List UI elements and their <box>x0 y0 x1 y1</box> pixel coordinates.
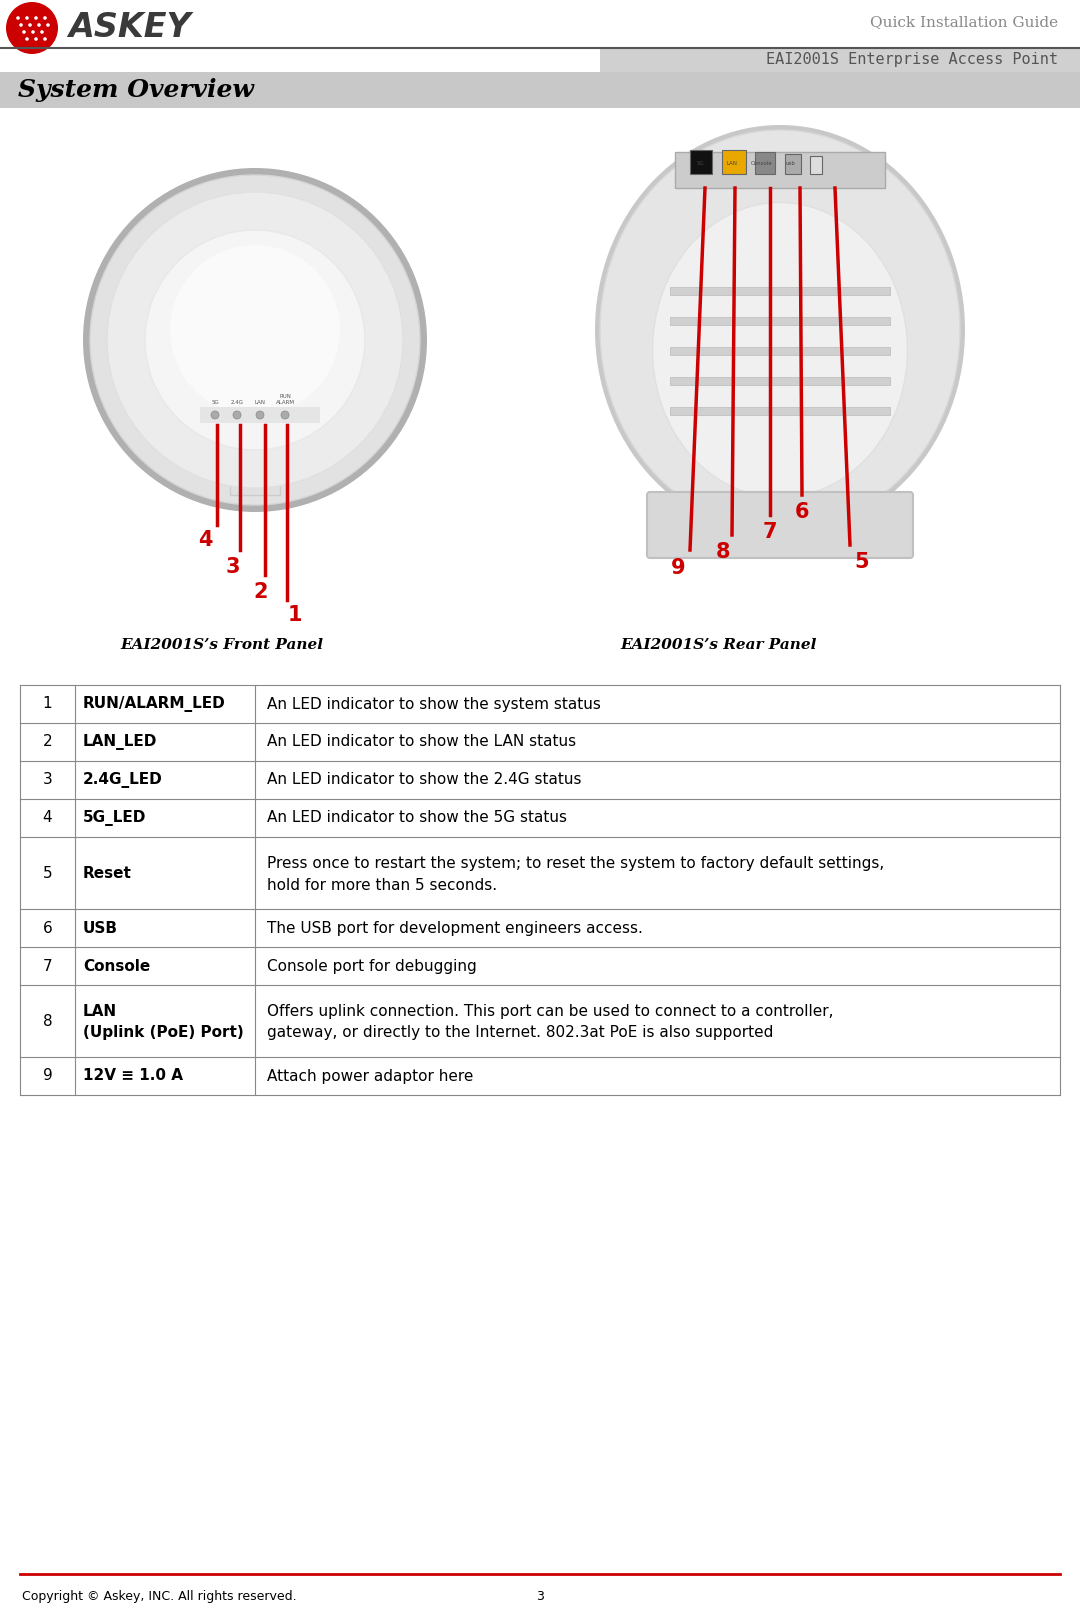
Text: Offers uplink connection. This port can be used to connect to a controller,: Offers uplink connection. This port can … <box>267 1004 834 1018</box>
Text: 7: 7 <box>43 958 52 973</box>
Circle shape <box>83 168 427 512</box>
Bar <box>670 346 890 355</box>
Text: Console port for debugging: Console port for debugging <box>267 958 476 973</box>
Text: 5G: 5G <box>211 400 219 405</box>
Bar <box>810 155 822 173</box>
Text: usb: usb <box>785 160 795 167</box>
Text: The USB port for development engineers access.: The USB port for development engineers a… <box>267 921 643 936</box>
Text: 5: 5 <box>43 866 52 881</box>
Text: 6: 6 <box>795 502 809 521</box>
Circle shape <box>35 37 38 40</box>
Bar <box>785 154 801 173</box>
Text: hold for more than 5 seconds.: hold for more than 5 seconds. <box>267 877 497 892</box>
Text: 12V ≡ 1.0 A: 12V ≡ 1.0 A <box>83 1069 183 1083</box>
Bar <box>670 377 890 385</box>
Circle shape <box>23 31 26 34</box>
Circle shape <box>25 37 29 40</box>
Text: 2.4G: 2.4G <box>230 400 243 405</box>
Text: LAN: LAN <box>727 160 738 167</box>
Circle shape <box>19 23 23 28</box>
Text: LAN: LAN <box>255 400 266 405</box>
Bar <box>670 287 890 295</box>
Text: 3: 3 <box>536 1590 544 1603</box>
Text: Attach power adaptor here: Attach power adaptor here <box>267 1069 473 1083</box>
Bar <box>600 49 1080 71</box>
Circle shape <box>31 31 35 34</box>
Text: System Overview: System Overview <box>18 78 254 102</box>
Circle shape <box>37 23 41 28</box>
Circle shape <box>211 411 219 419</box>
Text: EAI2001S Enterprise Access Point: EAI2001S Enterprise Access Point <box>766 52 1058 68</box>
FancyBboxPatch shape <box>647 492 913 559</box>
Text: EAI2001S’s Rear Panel: EAI2001S’s Rear Panel <box>620 638 816 652</box>
Circle shape <box>233 411 241 419</box>
Text: 7: 7 <box>762 521 778 542</box>
Text: An LED indicator to show the 5G status: An LED indicator to show the 5G status <box>267 811 567 826</box>
Text: 6: 6 <box>42 921 52 936</box>
Text: EAI2001S’s Front Panel: EAI2001S’s Front Panel <box>120 638 323 652</box>
Text: RUN
ALARM: RUN ALARM <box>275 393 295 405</box>
Text: ASKEY: ASKEY <box>68 11 191 44</box>
Text: Quick Installation Guide: Quick Installation Guide <box>869 15 1058 29</box>
Circle shape <box>6 2 58 53</box>
Text: Console: Console <box>751 160 773 167</box>
Text: Reset: Reset <box>83 866 132 881</box>
Text: (Uplink (PoE) Port): (Uplink (PoE) Port) <box>83 1025 244 1041</box>
Text: 2: 2 <box>254 581 268 602</box>
Bar <box>723 151 746 173</box>
Text: 1: 1 <box>287 606 302 625</box>
Circle shape <box>46 23 50 28</box>
Text: 1: 1 <box>43 696 52 711</box>
Text: Console: Console <box>83 958 150 973</box>
Circle shape <box>35 16 38 19</box>
Circle shape <box>43 37 46 40</box>
Text: 9: 9 <box>42 1069 52 1083</box>
Text: An LED indicator to show the system status: An LED indicator to show the system stat… <box>267 696 600 711</box>
Ellipse shape <box>600 130 960 529</box>
Circle shape <box>107 193 403 487</box>
Text: gateway, or directly to the Internet. 802.3at PoE is also supported: gateway, or directly to the Internet. 80… <box>267 1025 773 1041</box>
Circle shape <box>256 411 264 419</box>
Text: 9: 9 <box>671 559 686 578</box>
Circle shape <box>28 23 31 28</box>
Bar <box>230 465 280 495</box>
Text: RUN/ALARM_LED: RUN/ALARM_LED <box>83 696 226 712</box>
Text: LAN: LAN <box>83 1004 117 1018</box>
Circle shape <box>145 230 365 450</box>
Circle shape <box>170 244 340 414</box>
Bar <box>675 152 885 188</box>
Text: LAN_LED: LAN_LED <box>83 733 158 750</box>
Text: 3: 3 <box>42 772 52 787</box>
Text: 8: 8 <box>43 1013 52 1028</box>
Bar <box>670 406 890 414</box>
Circle shape <box>43 16 46 19</box>
Text: An LED indicator to show the LAN status: An LED indicator to show the LAN status <box>267 735 576 750</box>
Ellipse shape <box>595 125 966 534</box>
Circle shape <box>40 31 44 34</box>
Text: Copyright © Askey, INC. All rights reserved.: Copyright © Askey, INC. All rights reser… <box>22 1590 297 1603</box>
Text: 5: 5 <box>854 552 869 572</box>
Text: USB: USB <box>83 921 118 936</box>
Bar <box>670 317 890 325</box>
Ellipse shape <box>652 202 907 497</box>
Bar <box>200 406 320 423</box>
Circle shape <box>90 175 420 505</box>
Text: 4: 4 <box>198 529 213 550</box>
Text: An LED indicator to show the 2.4G status: An LED indicator to show the 2.4G status <box>267 772 581 787</box>
Text: 4: 4 <box>43 811 52 826</box>
Text: 8: 8 <box>716 542 730 562</box>
Circle shape <box>281 411 289 419</box>
Bar <box>690 151 712 173</box>
Text: 2.4G_LED: 2.4G_LED <box>83 772 163 788</box>
Circle shape <box>25 16 29 19</box>
Text: 3: 3 <box>226 557 240 576</box>
Bar <box>0 71 1080 108</box>
Bar <box>755 152 775 173</box>
Text: 5G: 5G <box>697 160 704 167</box>
Text: Press once to restart the system; to reset the system to factory default setting: Press once to restart the system; to res… <box>267 855 885 871</box>
Text: 5G_LED: 5G_LED <box>83 810 147 826</box>
Text: 2: 2 <box>43 735 52 750</box>
Circle shape <box>16 16 19 19</box>
